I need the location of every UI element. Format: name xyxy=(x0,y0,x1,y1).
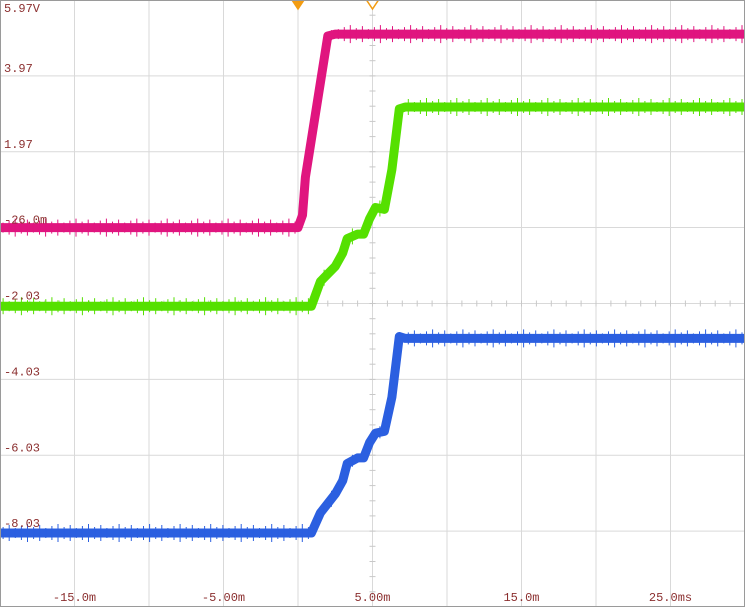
x-tick-label: -5.00m xyxy=(202,591,245,605)
y-tick-label: -6.03 xyxy=(4,441,40,455)
series-trace-3 xyxy=(0,332,745,538)
series-trace-2 xyxy=(0,102,745,311)
y-tick-label: 1.97 xyxy=(4,138,33,152)
y-tick-label: 3.97 xyxy=(4,62,33,76)
y-tick-label: -4.03 xyxy=(4,365,40,379)
trigger-marker xyxy=(291,0,305,11)
y-tick-label: -8.03 xyxy=(4,517,40,531)
traces xyxy=(0,25,745,542)
x-tick-label: -15.0m xyxy=(53,591,96,605)
x-tick-label: 5.00m xyxy=(354,591,390,605)
trigger-markers xyxy=(291,0,380,11)
x-tick-label: 25.0ms xyxy=(649,591,692,605)
trigger-marker xyxy=(365,0,380,11)
x-tick-label: 15.0m xyxy=(503,591,539,605)
y-tick-label: -2.03 xyxy=(4,290,40,304)
y-tick-label: 5.97V xyxy=(4,2,41,16)
y-tick-label: -26.0m xyxy=(4,214,47,228)
series-trace-1 xyxy=(0,29,745,233)
y-tick-labels: 5.97V 3.97 1.97 -26.0m -2.03 -4.03 -6.03 -8.03 xyxy=(4,2,47,531)
x-tick-labels: -15.0m -5.00m 5.00m 15.0m 25.0ms xyxy=(53,591,692,605)
